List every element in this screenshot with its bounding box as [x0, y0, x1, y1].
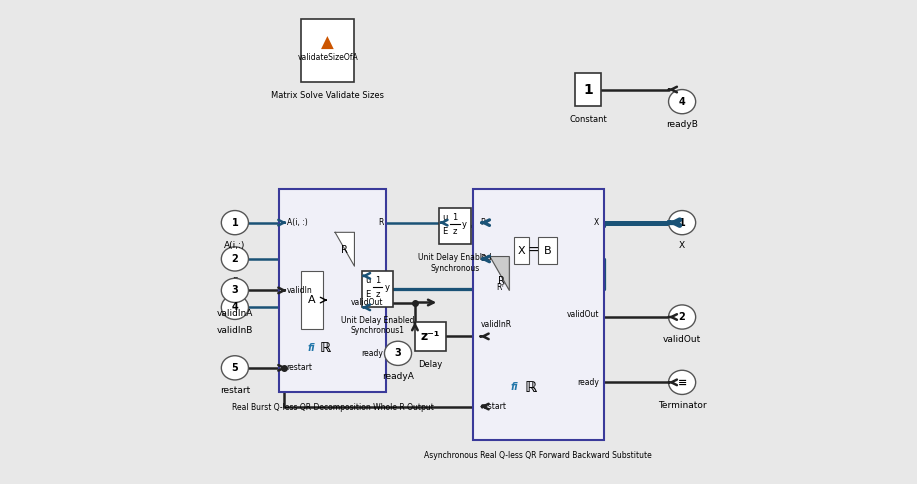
Bar — [439, 208, 470, 244]
Bar — [538, 237, 557, 264]
Text: ℝ: ℝ — [320, 342, 331, 355]
Bar — [301, 271, 323, 329]
Text: A(i,:): A(i,:) — [224, 241, 246, 250]
Bar — [361, 271, 393, 307]
Text: z: z — [453, 227, 457, 236]
Text: ▲: ▲ — [322, 34, 334, 52]
Text: 1: 1 — [583, 83, 593, 96]
Text: X: X — [593, 218, 599, 227]
Text: E: E — [443, 227, 447, 236]
Text: 3: 3 — [394, 348, 402, 358]
Text: restart: restart — [220, 386, 250, 395]
Ellipse shape — [221, 295, 249, 319]
Text: Matrix Solve Validate Sizes: Matrix Solve Validate Sizes — [271, 91, 384, 100]
Bar — [514, 237, 529, 264]
Text: =: = — [527, 244, 539, 257]
Text: 5: 5 — [231, 363, 238, 373]
Text: B: B — [232, 277, 238, 287]
Bar — [301, 19, 355, 82]
Text: X: X — [679, 241, 685, 250]
Text: ℝ: ℝ — [525, 380, 537, 394]
Text: Asynchronous Real Q-less QR Forward Backward Substitute: Asynchronous Real Q-less QR Forward Back… — [425, 451, 652, 460]
Text: 1: 1 — [231, 218, 238, 227]
Text: readyB: readyB — [666, 120, 698, 129]
Bar — [280, 189, 386, 392]
Text: Rᵀ: Rᵀ — [496, 284, 504, 292]
Text: z: z — [375, 290, 380, 299]
Text: restart: restart — [481, 402, 506, 411]
Text: 1: 1 — [375, 275, 380, 285]
Text: validInR: validInR — [481, 320, 512, 329]
Text: R: R — [378, 218, 383, 227]
Text: 2: 2 — [231, 254, 238, 264]
Text: fi: fi — [511, 382, 518, 392]
Ellipse shape — [668, 90, 696, 114]
Text: A(i, :): A(i, :) — [287, 218, 307, 227]
Text: ≡: ≡ — [678, 378, 687, 387]
Text: validateSizeOfA: validateSizeOfA — [297, 53, 359, 62]
Bar — [414, 322, 447, 351]
Ellipse shape — [221, 247, 249, 271]
Ellipse shape — [668, 305, 696, 329]
Ellipse shape — [668, 211, 696, 235]
Text: Real Burst Q-less QR Decomposition Whole R Output: Real Burst Q-less QR Decomposition Whole… — [232, 403, 434, 412]
Text: validOut: validOut — [663, 335, 702, 345]
Text: validInB: validInB — [216, 326, 253, 335]
Text: restart: restart — [287, 363, 313, 372]
Text: X: X — [517, 246, 525, 256]
Text: validInA: validInA — [216, 309, 253, 318]
Text: u: u — [365, 275, 370, 285]
Text: 1: 1 — [679, 218, 686, 227]
Text: 4: 4 — [231, 302, 238, 312]
Text: ready: ready — [361, 349, 383, 358]
Text: 3: 3 — [231, 286, 238, 295]
Polygon shape — [335, 232, 355, 266]
Text: R: R — [498, 276, 504, 286]
Ellipse shape — [221, 356, 249, 380]
Text: 4: 4 — [679, 97, 686, 106]
Text: R: R — [341, 245, 348, 255]
Text: R: R — [481, 218, 486, 227]
Polygon shape — [490, 257, 509, 290]
Text: E: E — [365, 290, 370, 299]
Text: validOut: validOut — [567, 310, 599, 319]
Text: z⁻¹: z⁻¹ — [421, 330, 440, 343]
Text: u: u — [443, 212, 447, 222]
Text: B: B — [544, 246, 551, 256]
Text: Constant: Constant — [569, 115, 607, 124]
Text: 2: 2 — [679, 312, 686, 322]
Text: y: y — [385, 283, 390, 292]
Text: Delay: Delay — [418, 360, 443, 369]
Text: validOut: validOut — [351, 298, 383, 307]
Text: y: y — [462, 220, 468, 229]
Text: fi: fi — [307, 344, 315, 353]
Text: Unit Delay Enabled
Synchronous: Unit Delay Enabled Synchronous — [418, 253, 492, 272]
Ellipse shape — [384, 341, 412, 365]
Text: ready: ready — [577, 378, 599, 387]
Text: Terminator: Terminator — [657, 401, 706, 410]
Bar — [473, 189, 603, 440]
Ellipse shape — [221, 211, 249, 235]
Text: Unit Delay Enabled
Synchronous1: Unit Delay Enabled Synchronous1 — [341, 316, 414, 335]
Bar — [575, 73, 602, 106]
Ellipse shape — [221, 278, 249, 302]
Text: 1: 1 — [452, 212, 458, 222]
Text: B: B — [481, 255, 485, 263]
Text: validIn: validIn — [287, 286, 313, 295]
Text: readyA: readyA — [382, 372, 414, 381]
Ellipse shape — [668, 370, 696, 394]
Text: A: A — [308, 295, 315, 305]
